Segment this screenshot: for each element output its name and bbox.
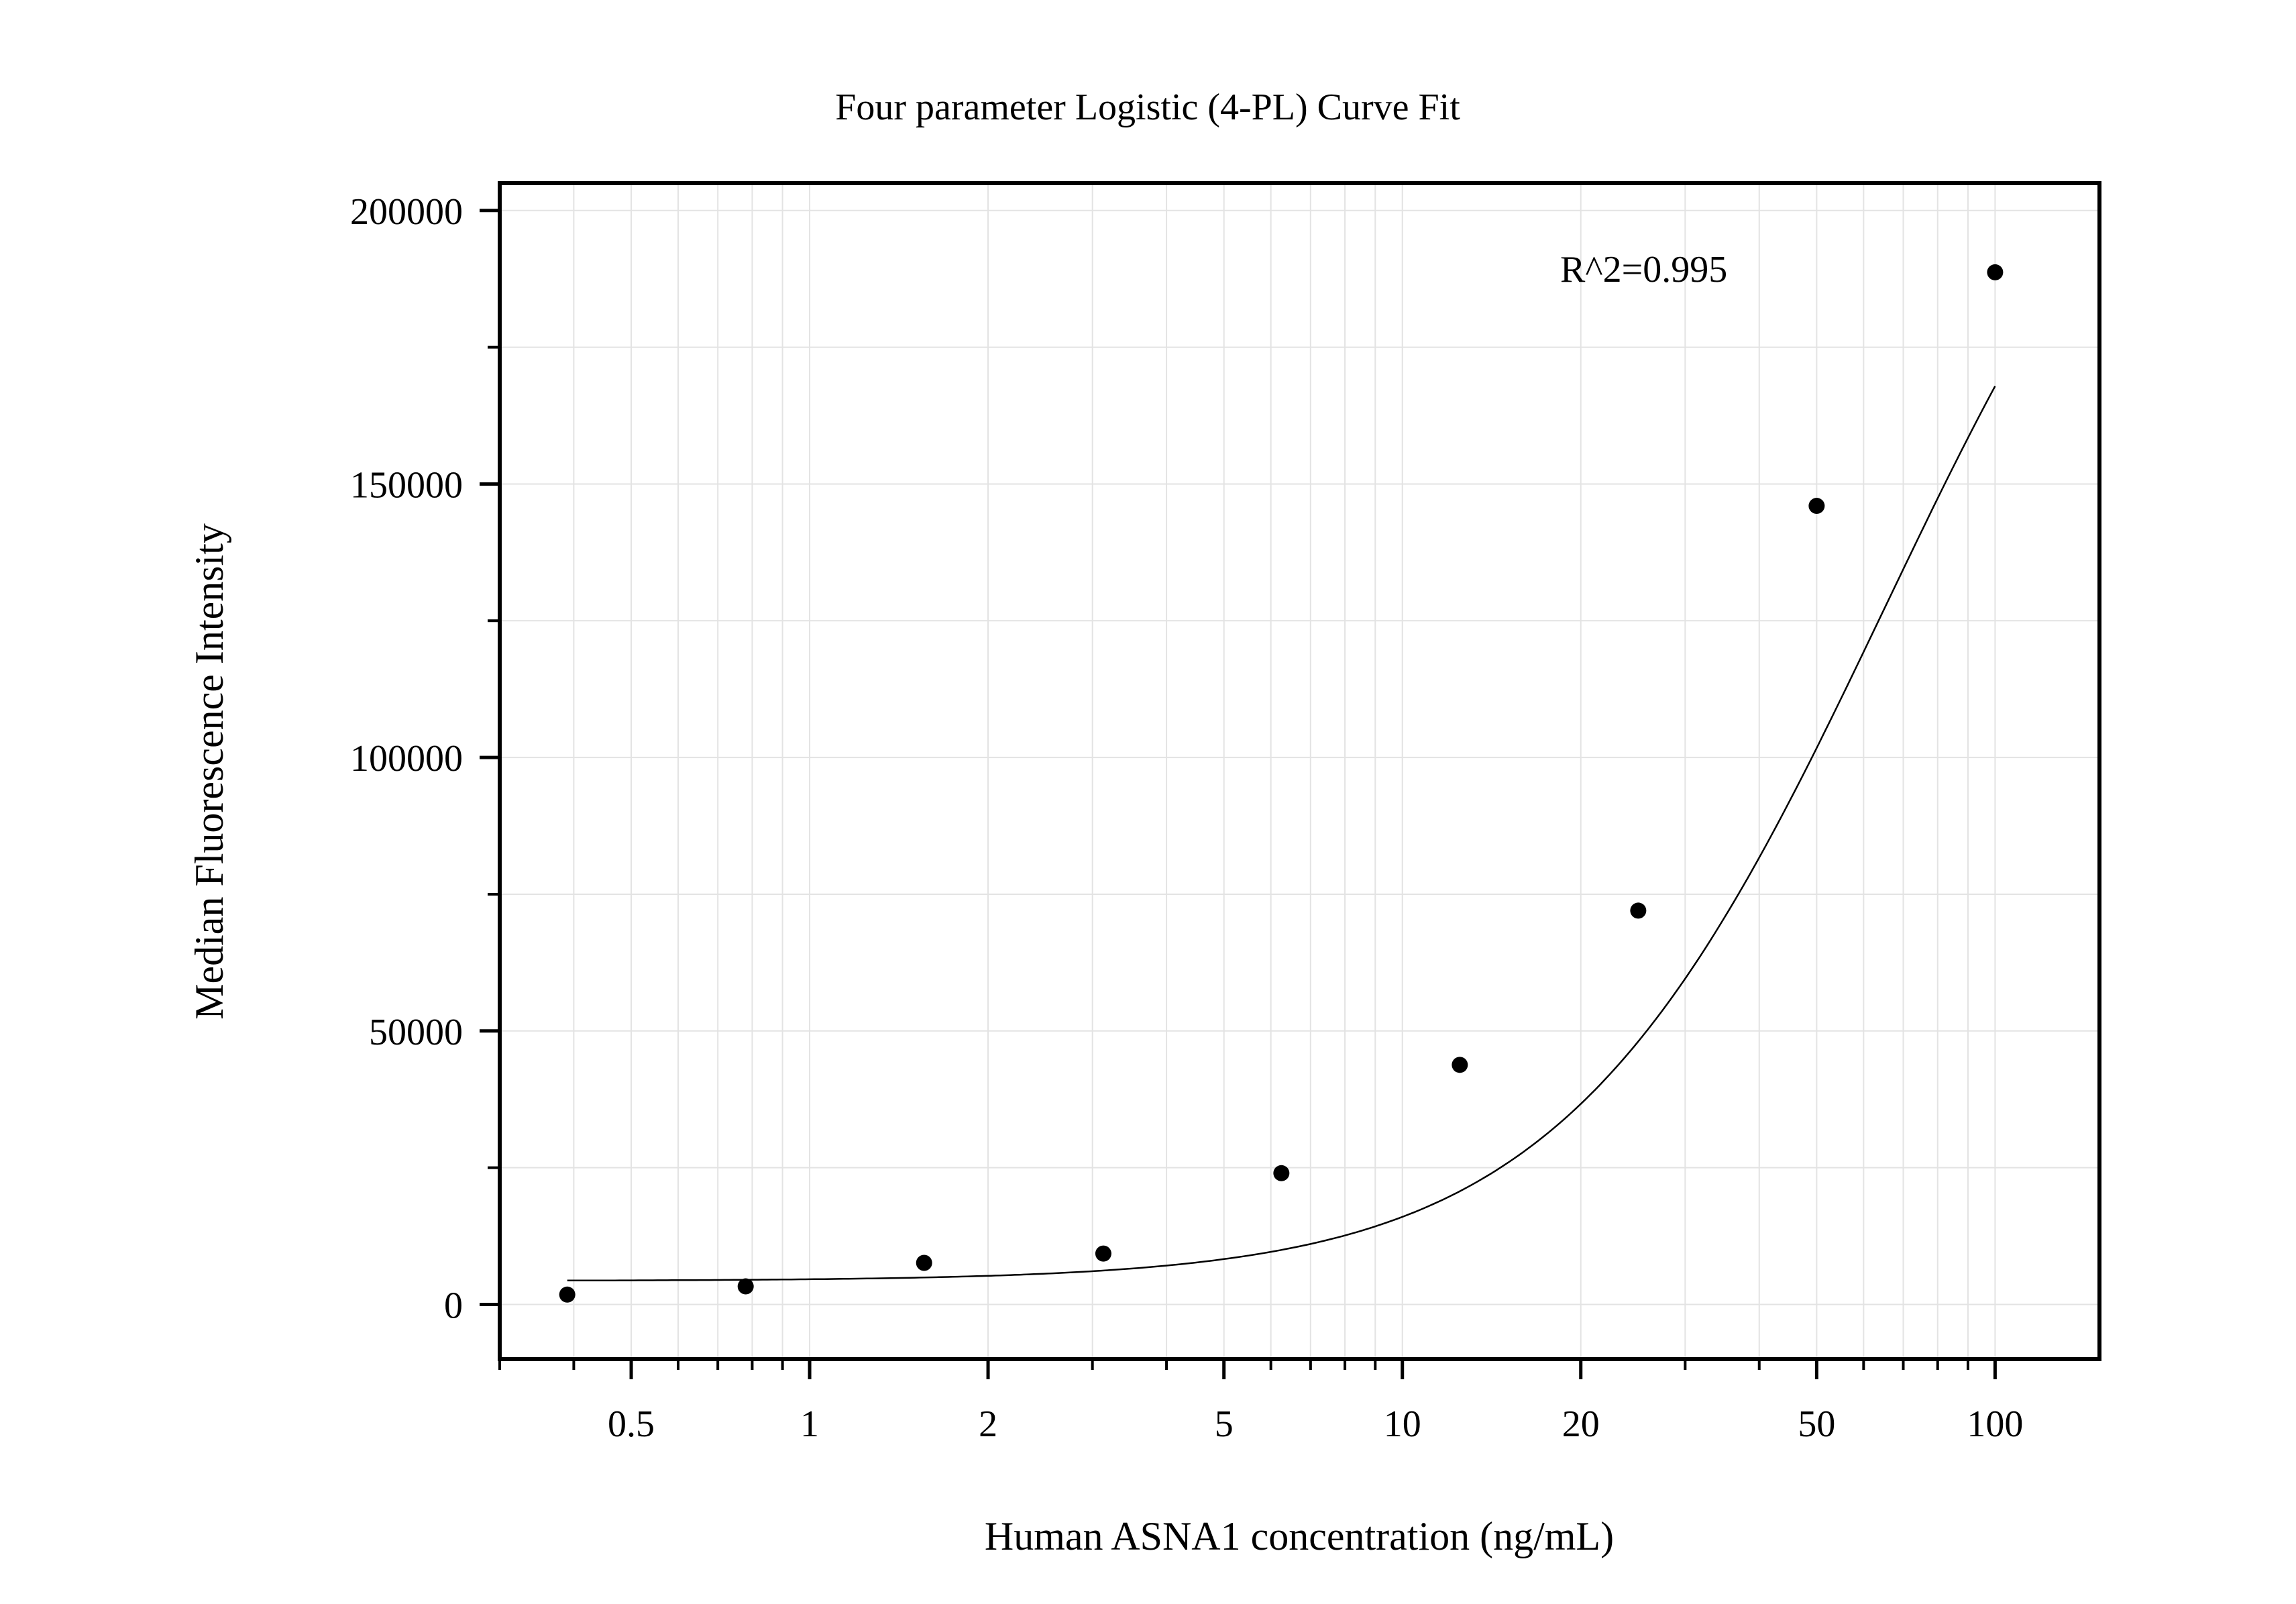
y-tick-label: 100000 — [350, 738, 463, 780]
data-point — [559, 1286, 576, 1303]
data-point — [1987, 264, 2004, 280]
x-axis-label: Human ASNA1 concentration (ng/mL) — [985, 1514, 1614, 1558]
chart-title: Four parameter Logistic (4-PL) Curve Fit — [835, 87, 1460, 128]
data-point — [1273, 1165, 1290, 1181]
x-tick-label: 0.5 — [608, 1403, 655, 1445]
fit-curve-layer — [567, 386, 1996, 1282]
plot-frame — [498, 181, 2101, 1361]
data-point — [1095, 1245, 1111, 1262]
x-tick-label: 100 — [1967, 1403, 2023, 1445]
x-tick-label: 20 — [1562, 1403, 1600, 1445]
fit-curve — [567, 386, 1996, 1282]
data-point — [737, 1278, 754, 1295]
r-squared-annotation: R^2=0.995 — [1560, 249, 1727, 290]
y-axis-label: Median Fluorescence Intensity — [187, 523, 231, 1020]
x-tick-label: 1 — [800, 1403, 819, 1445]
y-tick-label: 150000 — [350, 464, 463, 506]
x-tick-label: 2 — [979, 1403, 997, 1445]
y-axis: 0 50000 100000 150000 200000 — [350, 191, 500, 1326]
y-tick-label: 50000 — [369, 1012, 463, 1053]
data-point — [1630, 902, 1647, 919]
data-point — [1808, 498, 1825, 515]
y-tick-label: 200000 — [350, 191, 463, 233]
data-point — [1452, 1057, 1468, 1073]
x-axis: 0.5 1 2 5 10 20 50 100 — [498, 1359, 2023, 1445]
x-tick-label: 10 — [1384, 1403, 1421, 1445]
x-tick-label: 5 — [1215, 1403, 1234, 1445]
data-points — [559, 264, 2004, 1303]
x-tick-label: 50 — [1798, 1403, 1835, 1445]
y-tick-label: 0 — [444, 1285, 463, 1326]
data-point — [916, 1254, 932, 1271]
grid — [499, 183, 2099, 1359]
